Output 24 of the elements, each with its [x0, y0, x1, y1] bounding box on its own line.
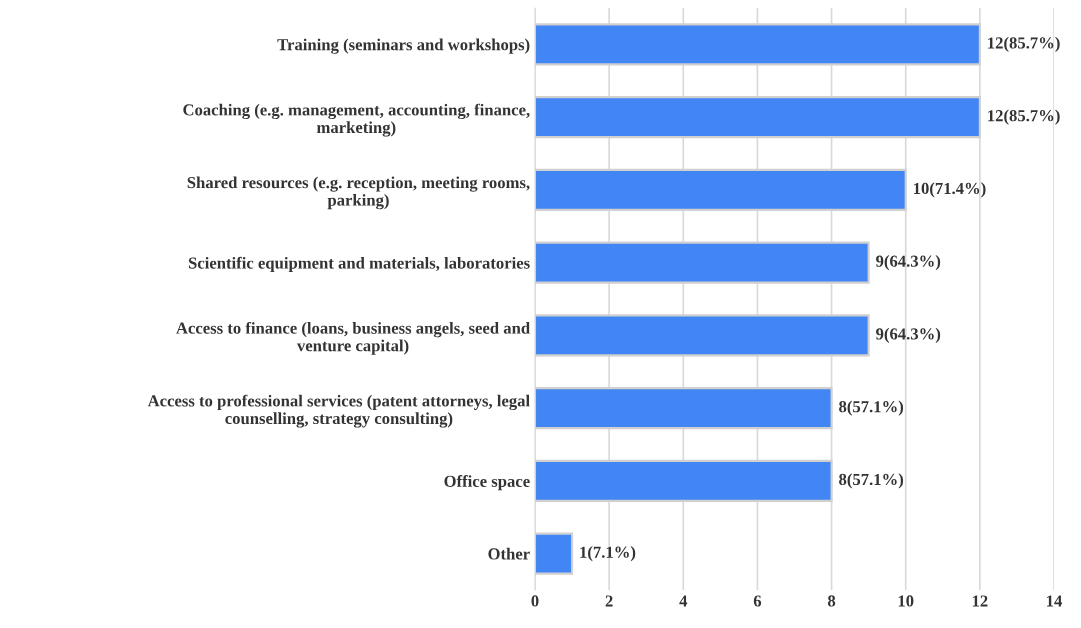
data-label: 8(57.1%)	[839, 473, 904, 489]
x-tick-label: 4	[679, 595, 688, 607]
y-tick-label: Coaching (e.g. management, accounting, finance, marketing)	[183, 103, 530, 137]
y-tick-label: Other	[488, 547, 530, 560]
data-label: 8(57.1%)	[839, 400, 904, 416]
y-tick-label: Access to finance (loans, business angels, seed and venture capital)	[176, 321, 530, 355]
y-tick-label: Access to professional services (patent attorneys, legal counselling, strategy consulting)	[147, 394, 530, 428]
data-label: 10(71.4%)	[913, 182, 986, 198]
y-tick-label: Office space	[444, 475, 530, 491]
data-label: 12(85.7%)	[988, 36, 1060, 52]
x-tick-label: 6	[753, 595, 762, 607]
x-tick-label: 8	[827, 595, 836, 607]
y-tick-label: Training (seminars and workshops)	[277, 38, 530, 54]
x-tick-label: 2	[605, 595, 613, 607]
data-label: 12(85.7%)	[988, 109, 1060, 125]
x-tick-label: 12	[972, 595, 988, 607]
y-tick-label: Shared resources (e.g. reception, meeting rooms, parking)	[187, 176, 530, 210]
x-tick-label: 0	[531, 595, 539, 607]
data-label: 9(64.3%)	[876, 327, 941, 343]
data-label: 1(7.1%)	[580, 546, 636, 562]
y-tick-label: Scientific equipment and materials, laboratories	[188, 256, 530, 273]
x-tick-label: 14	[1047, 595, 1063, 607]
x-tick-label: 10	[898, 595, 914, 607]
data-label: 9(64.3%)	[876, 255, 941, 271]
